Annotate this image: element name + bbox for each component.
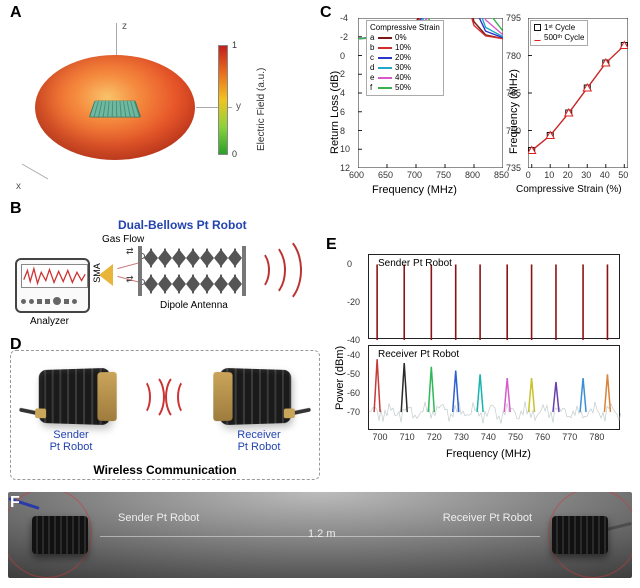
gas-flow-label: Gas Flow xyxy=(102,234,144,245)
label-F: F xyxy=(10,494,20,512)
e-bot-title: Receiver Pt Robot xyxy=(378,349,459,360)
rf-wave-icon xyxy=(254,234,302,306)
panel-F: Sender Pt Robot 1.2 m Receiver Pt Robot xyxy=(8,492,632,578)
panel-B: Dual-Bellows Pt Robot Gas Flow ⇄ ⇄ Analy… xyxy=(10,218,320,338)
f-distance: 1.2 m xyxy=(308,528,336,540)
receiver-label: Receiver Pt Robot xyxy=(219,429,299,453)
endcap xyxy=(138,246,142,296)
robot-face xyxy=(97,372,116,421)
panel-C: 600650700750800850-4-2024681012 Return L… xyxy=(330,14,630,214)
f-receiver-label: Receiver Pt Robot xyxy=(443,512,532,524)
sender-robot xyxy=(39,368,110,425)
c1-xlabel: Frequency (MHz) xyxy=(372,184,457,196)
bellows-bottom xyxy=(144,274,242,294)
colorbar-title: Electric Field (a.u.) xyxy=(256,68,267,151)
c1-legend-title: Compressive Strain xyxy=(370,23,440,33)
analyzer-knobs xyxy=(21,292,88,310)
c1-ylabel: Return Loss (dB) xyxy=(329,71,341,154)
e-ylabel: Power (dBm) xyxy=(334,346,346,410)
robot-face xyxy=(213,372,232,421)
gas-arrow-icon: ⇄ xyxy=(126,246,134,257)
analyzer-label: Analyzer xyxy=(30,316,69,327)
sma-connector-icon xyxy=(284,408,295,418)
figure-root: A B C D E F z y x 1 0 Electric Field (a.… xyxy=(0,0,640,588)
c2-xlabel: Compressive Strain (%) xyxy=(516,184,622,195)
label-A: A xyxy=(10,4,22,22)
axis-z: z xyxy=(122,21,127,32)
colorbar xyxy=(218,45,228,155)
rf-wave-icon xyxy=(137,373,165,421)
colorbar-min: 0 xyxy=(232,149,237,159)
analyzer-trace-icon xyxy=(22,265,87,287)
panel-D: Sender Pt Robot Receiver Pt Robot Wirele… xyxy=(10,350,320,480)
sma-label: SMA xyxy=(92,263,102,283)
axis-y: y xyxy=(236,101,241,112)
f-sender-label: Sender Pt Robot xyxy=(118,512,199,524)
c2-ylabel: Frequency (MHz) xyxy=(508,69,520,154)
panel-A: z y x 1 0 Electric Field (a.u.) xyxy=(20,25,230,195)
sma-connector: SMA xyxy=(93,260,117,290)
sender-label: Sender Pt Robot xyxy=(31,429,111,453)
analyzer xyxy=(15,258,90,313)
c2-legend: 1ˢᵗ Cycle500ᵗʰ Cycle xyxy=(530,20,588,46)
antenna-chip xyxy=(89,101,142,118)
c1-legend: Compressive Strain a0%b10%c20%d30%e40%f5… xyxy=(366,20,444,96)
e-top-title: Sender Pt Robot xyxy=(378,258,452,269)
e-xlabel: Frequency (MHz) xyxy=(446,448,531,460)
rf-wave-icon xyxy=(165,373,193,421)
analyzer-screen xyxy=(21,264,88,288)
f-receiver-robot xyxy=(552,516,608,554)
bellows-top xyxy=(144,248,242,268)
receiver-robot xyxy=(220,368,291,425)
panelB-title: Dual-Bellows Pt Robot xyxy=(118,218,247,232)
sma-connector-icon xyxy=(35,408,46,418)
axis-x: x xyxy=(16,181,21,192)
label-B: B xyxy=(10,200,22,218)
panel-E: Power (dBm) 0-20-40 Sender Pt Robot -40-… xyxy=(334,250,630,480)
f-sender-robot xyxy=(32,516,88,554)
colorbar-max: 1 xyxy=(232,40,237,50)
panelD-title: Wireless Communication xyxy=(11,463,319,477)
dipole-label: Dipole Antenna xyxy=(160,300,228,311)
